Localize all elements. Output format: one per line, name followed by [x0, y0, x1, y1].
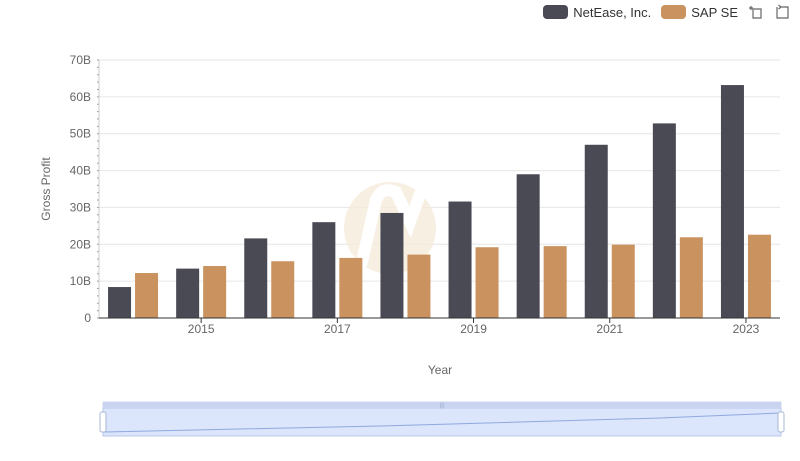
- bar-sap-2022[interactable]: [679, 237, 703, 318]
- x-axis-title: Year: [428, 363, 452, 377]
- y-tick-label: 30B: [70, 200, 91, 214]
- datazoom-slider[interactable]: |||: [99, 401, 785, 437]
- datazoom-drag-handle[interactable]: |||: [440, 403, 445, 409]
- x-tick-label: 2021: [596, 322, 623, 336]
- bar-netease-2019[interactable]: [448, 201, 472, 318]
- bar-sap-2019[interactable]: [475, 247, 499, 318]
- zoom-icon[interactable]: [748, 4, 764, 20]
- bar-netease-2017[interactable]: [312, 222, 336, 318]
- legend-label-sap: SAP SE: [691, 4, 738, 20]
- bar-sap-2015[interactable]: [203, 266, 227, 318]
- legend-item-netease[interactable]: NetEase, Inc.: [543, 5, 651, 20]
- y-tick-label: 0: [84, 311, 91, 325]
- bar-sap-2017[interactable]: [339, 257, 363, 318]
- restore-icon[interactable]: [774, 4, 790, 20]
- x-tick-label: 2015: [188, 322, 215, 336]
- bar-sap-2018[interactable]: [407, 254, 431, 318]
- bar-sap-2016[interactable]: [271, 261, 295, 318]
- legend: NetEase, Inc. SAP SE: [543, 4, 790, 20]
- x-tick-label: 2017: [324, 322, 351, 336]
- y-tick-label: 20B: [70, 237, 91, 251]
- bar-netease-2021[interactable]: [584, 144, 608, 318]
- bar-netease-2022[interactable]: [652, 123, 676, 318]
- datazoom-selection[interactable]: [102, 407, 782, 437]
- bar-netease-2020[interactable]: [516, 174, 540, 318]
- y-axis-title: Gross Profit: [39, 157, 53, 221]
- y-tick-label: 50B: [70, 127, 91, 141]
- bar-series: [108, 85, 771, 318]
- y-tick-label: 40B: [70, 164, 91, 178]
- bar-sap-2014[interactable]: [135, 273, 159, 318]
- y-tick-label: 60B: [70, 90, 91, 104]
- bar-netease-2023[interactable]: [720, 85, 744, 318]
- bar-sap-2021[interactable]: [611, 244, 635, 318]
- datazoom-top-bar[interactable]: [103, 402, 781, 408]
- bar-netease-2018[interactable]: [380, 212, 404, 318]
- y-tick-label: 70B: [70, 53, 91, 67]
- bar-netease-2014[interactable]: [108, 287, 132, 318]
- x-tick-label: 2023: [733, 322, 760, 336]
- datazoom-preview-line: [103, 412, 781, 433]
- legend-label-netease: NetEase, Inc.: [573, 4, 652, 20]
- bar-sap-2023[interactable]: [747, 234, 771, 318]
- datazoom-handle-left[interactable]: [99, 411, 107, 433]
- datazoom-handle-right[interactable]: [777, 411, 785, 433]
- bar-sap-2020[interactable]: [543, 246, 567, 318]
- axes: 0 10B 20B 30B 40B 50B 60B 70B 2015 2017 2019 2021 20…: [70, 53, 780, 336]
- grid-lines: [99, 59, 780, 282]
- legend-swatch-netease: [543, 5, 569, 19]
- y-tick-label: 10B: [70, 274, 91, 288]
- legend-swatch-sap: [661, 5, 687, 19]
- x-tick-label: 2019: [460, 322, 487, 336]
- bar-netease-2016[interactable]: [244, 238, 268, 318]
- bar-netease-2015[interactable]: [176, 268, 200, 318]
- legend-item-sap[interactable]: SAP SE: [661, 5, 738, 20]
